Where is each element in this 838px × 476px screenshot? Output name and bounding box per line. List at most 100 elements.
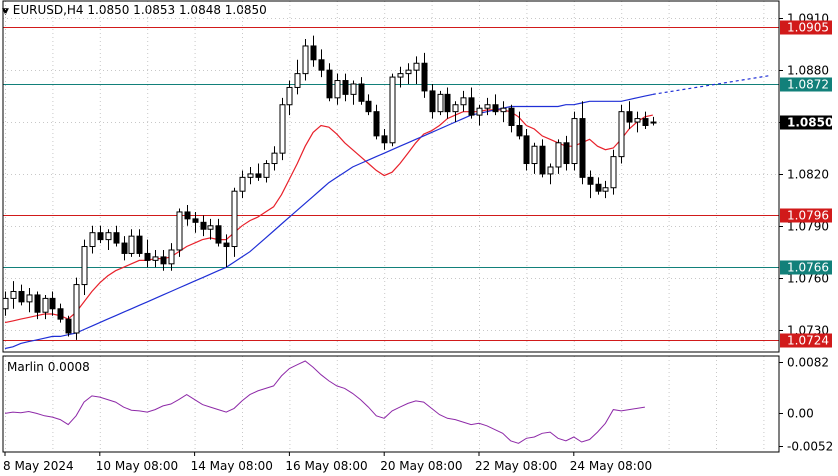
candle: [444, 87, 451, 119]
candle-body-up: [279, 104, 286, 154]
candle: [610, 149, 617, 195]
osc-y-tick-label: 0.0082: [787, 356, 829, 370]
slow-ma-line: [4, 93, 653, 350]
osc-y-tick-label: 0.00: [787, 407, 814, 421]
candle-body-up: [2, 297, 9, 310]
candle: [97, 225, 104, 244]
candle-body-up: [239, 176, 246, 192]
level-price-label: 1.0872: [787, 78, 829, 92]
candle: [334, 73, 341, 105]
ma-projection-line: [652, 74, 772, 95]
candle-body-down: [255, 173, 262, 178]
candle-body-down: [326, 69, 333, 99]
candle-body-down: [539, 145, 546, 175]
candle-body-down: [595, 183, 602, 192]
candle-body-up: [207, 225, 214, 230]
candle-body-up: [397, 73, 404, 78]
candle: [192, 211, 199, 233]
candle-body-down: [192, 218, 199, 223]
candle: [405, 63, 412, 84]
candle: [184, 205, 191, 226]
level-price-box: [780, 333, 832, 348]
candle-body-up: [10, 290, 17, 299]
candle-body-up: [389, 76, 396, 144]
candle: [310, 35, 317, 67]
candle-body-down: [144, 252, 151, 261]
candle: [516, 111, 523, 140]
candle-body-down: [97, 232, 104, 241]
candle-body-down: [373, 111, 380, 137]
candle: [523, 128, 530, 171]
candle-body-down: [444, 93, 451, 113]
candle: [168, 243, 175, 271]
candle: [18, 284, 25, 306]
candle: [136, 229, 143, 257]
candle-body-down: [223, 242, 230, 248]
candle: [42, 294, 49, 320]
candle: [555, 139, 562, 174]
candle: [492, 94, 499, 116]
candle: [381, 128, 388, 150]
candle: [650, 116, 657, 126]
candle: [160, 249, 167, 271]
candle-body-down: [121, 242, 128, 254]
candle: [286, 80, 293, 116]
candle: [302, 39, 309, 81]
candle: [223, 234, 230, 268]
current-price-box: [780, 115, 832, 130]
candle: [239, 170, 246, 199]
candle: [207, 218, 214, 240]
candle-body-up: [26, 294, 33, 303]
candle-body-down: [579, 118, 586, 178]
candle: [571, 111, 578, 171]
candle-body-up: [128, 235, 135, 254]
candle-body-up: [634, 118, 641, 123]
candle: [579, 101, 586, 185]
candle: [279, 97, 286, 161]
candle: [294, 59, 301, 95]
candle: [89, 225, 96, 254]
candle-body-down: [160, 256, 167, 265]
y-tick-label: 1.0790: [787, 220, 829, 234]
candle: [152, 249, 159, 268]
candle-body-down: [34, 294, 41, 313]
level-price-label: 1.0724: [787, 334, 829, 348]
candle: [49, 291, 56, 316]
candle-body-up: [650, 121, 657, 124]
candle: [215, 218, 222, 247]
candle-body-up: [547, 166, 554, 175]
candle: [587, 170, 594, 199]
candle: [350, 80, 357, 105]
candle-body-up: [81, 246, 88, 286]
candle-body-down: [18, 290, 25, 303]
candle-body-up: [168, 249, 175, 265]
main-pane-frame: [2, 0, 780, 353]
candle: [318, 49, 325, 78]
x-tick-label: 24 May 08:00: [570, 459, 652, 473]
candle-body-down: [492, 104, 499, 113]
candle-body-down: [65, 318, 72, 334]
x-tick-label: 10 May 08:00: [96, 459, 178, 473]
collapse-arrow-icon[interactable]: ▼: [2, 7, 9, 17]
candle: [602, 180, 609, 199]
candle: [358, 77, 365, 105]
candle-body-down: [318, 59, 325, 71]
candle-body-up: [437, 93, 444, 113]
candle-body-down: [642, 118, 649, 126]
candle: [365, 94, 372, 116]
candle-body-up: [231, 190, 238, 248]
candle: [81, 239, 88, 295]
indicator-label: Marlin 0.0008: [7, 360, 90, 374]
candle: [26, 288, 33, 313]
candle: [634, 111, 641, 133]
candle: [271, 146, 278, 171]
candle-body-up: [247, 173, 254, 178]
candle-body-up: [476, 107, 483, 116]
level-price-box: [780, 20, 832, 35]
candle: [231, 187, 238, 257]
candle-body-up: [555, 142, 562, 168]
candle-body-down: [429, 90, 436, 113]
candle: [468, 87, 475, 119]
level-price-label: 1.0905: [787, 21, 829, 35]
